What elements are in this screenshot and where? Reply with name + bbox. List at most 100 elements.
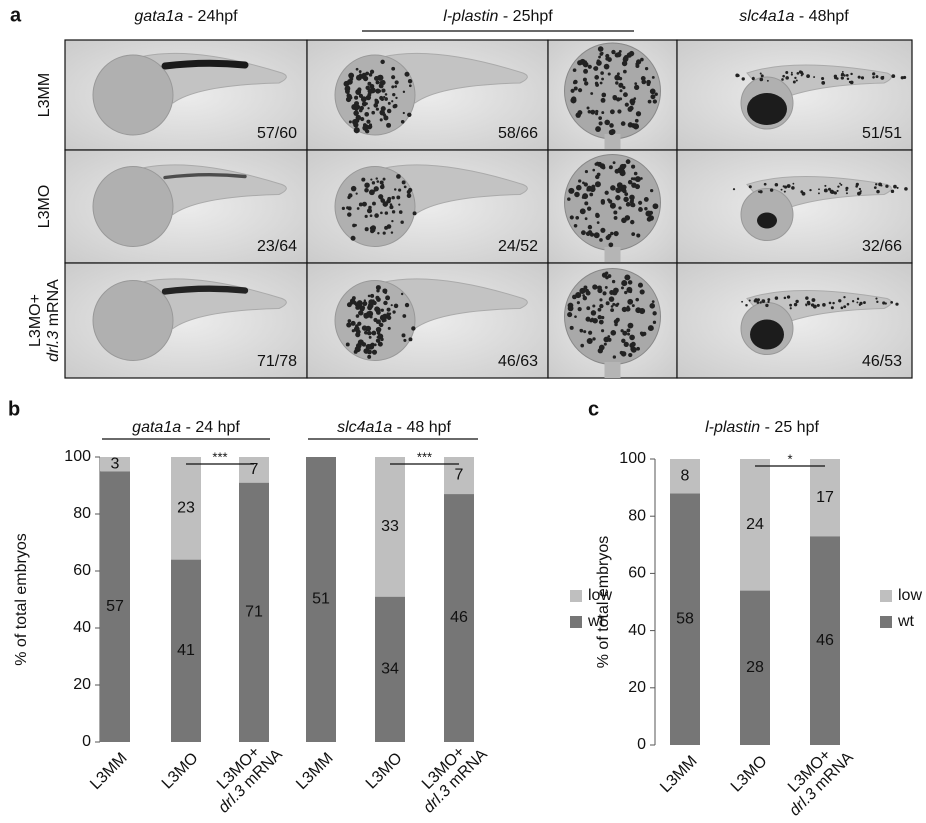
stain-blob xyxy=(750,319,784,350)
gene-label: gata1a - 24hpf xyxy=(134,8,238,25)
bar-segment xyxy=(239,482,269,742)
stain-dot xyxy=(615,187,622,194)
stain-dot xyxy=(379,109,385,116)
stain-dot xyxy=(347,319,352,323)
significance: * xyxy=(787,451,792,466)
count-label: 34 xyxy=(381,661,399,678)
bar-segment xyxy=(810,459,840,537)
stain-dot xyxy=(570,97,577,104)
stain-dot xyxy=(370,178,373,181)
stain-dot xyxy=(623,341,629,348)
stain-dot xyxy=(809,188,812,192)
stain-dot xyxy=(629,290,633,294)
stain-dot xyxy=(800,190,804,194)
stain-dot xyxy=(604,285,608,289)
stain-dot xyxy=(590,310,597,316)
label-line: L3MM xyxy=(36,73,53,117)
legend-swatch xyxy=(880,590,892,602)
stain-dot xyxy=(605,53,610,59)
stain-dot xyxy=(366,119,371,124)
stain-dot xyxy=(603,342,607,346)
stain-blob xyxy=(747,93,787,125)
y-tick-label: 40 xyxy=(73,619,91,636)
stain-dot xyxy=(767,300,770,304)
stain-dot xyxy=(404,71,410,77)
stain-dot xyxy=(390,304,393,307)
stain-dot xyxy=(396,174,401,179)
stain-dot xyxy=(600,51,604,55)
embryo-count: 57/60 xyxy=(257,125,297,142)
stain-dot xyxy=(601,111,605,115)
stain-dot xyxy=(840,73,844,77)
stain-dot xyxy=(624,290,628,295)
stain-dot xyxy=(396,195,401,200)
stain-dot xyxy=(398,188,402,192)
stain-dot xyxy=(609,290,615,295)
stain-dot xyxy=(377,232,380,235)
stain-dot xyxy=(614,322,618,327)
stain-dot xyxy=(850,72,853,76)
stain-dot xyxy=(373,343,377,347)
stain-dot xyxy=(368,124,373,129)
stain-dot xyxy=(574,315,577,318)
stain-dot xyxy=(634,82,638,85)
category-label: L3MO+drl.3 mRNA xyxy=(774,736,857,819)
stain-dot xyxy=(640,76,646,81)
stain-dot xyxy=(620,121,626,126)
stain-dot xyxy=(616,302,620,306)
stain-dot xyxy=(875,297,878,300)
stain-dot xyxy=(858,303,862,306)
stain-dot xyxy=(389,203,393,206)
stain-dot xyxy=(645,210,652,217)
stain-dot xyxy=(622,85,626,90)
stain-dot xyxy=(364,227,369,232)
count-label: 33 xyxy=(381,518,399,535)
category-label: L3MO xyxy=(159,750,202,793)
stain-dot xyxy=(625,306,631,312)
stain-dot xyxy=(601,329,605,333)
stain-dot xyxy=(395,96,398,100)
stain-dot xyxy=(822,303,826,307)
stain-dot xyxy=(584,217,588,221)
tail-stub xyxy=(604,134,621,150)
stain-dot xyxy=(385,295,391,301)
stain-dot xyxy=(355,89,362,95)
bar-segment xyxy=(740,590,770,745)
stain-dot xyxy=(765,303,769,308)
stain-dot xyxy=(384,291,387,294)
stain-dot xyxy=(572,294,577,300)
stain-dot xyxy=(872,72,876,76)
stain-dot xyxy=(873,186,877,190)
bar-segment xyxy=(740,459,770,591)
embryo-image xyxy=(547,39,678,151)
stain-dot xyxy=(402,90,406,94)
stain-dot xyxy=(604,190,609,195)
stain-dot xyxy=(876,300,879,303)
stain-dot xyxy=(625,159,631,165)
stain-dot xyxy=(377,319,381,324)
stain-dot xyxy=(347,206,352,211)
count-label: 23 xyxy=(177,500,195,517)
stain-dot xyxy=(590,92,594,95)
stain-dot xyxy=(586,106,590,110)
stain-dot xyxy=(366,208,373,214)
gene-label: gata1a - 24 hpf xyxy=(132,419,240,436)
y-tick-label: 20 xyxy=(628,679,646,696)
stain-dot xyxy=(355,314,360,318)
stain-dot xyxy=(375,177,378,180)
stain-dot xyxy=(843,305,847,309)
stain-dot xyxy=(406,193,412,199)
stain-dot xyxy=(612,355,617,359)
stain-dot xyxy=(628,352,633,358)
stain-dot xyxy=(638,207,643,212)
stain-dot xyxy=(782,74,785,78)
stain-dot xyxy=(355,114,362,121)
stain-dot xyxy=(580,230,586,236)
stain-dot xyxy=(364,330,368,335)
y-tick-label: 40 xyxy=(628,622,646,639)
embryo-image xyxy=(676,262,913,379)
stain-dot xyxy=(390,231,394,234)
stain-dot xyxy=(792,80,796,84)
stain-dot xyxy=(577,307,582,312)
embryo-count: 32/66 xyxy=(862,238,902,255)
